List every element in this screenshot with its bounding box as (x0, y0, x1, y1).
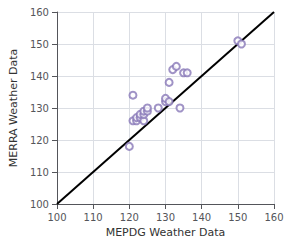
svg-text:120: 120 (30, 135, 49, 146)
svg-text:110: 110 (30, 167, 49, 178)
svg-text:160: 160 (264, 212, 283, 223)
svg-text:140: 140 (192, 212, 211, 223)
svg-text:100: 100 (47, 212, 66, 223)
svg-text:120: 120 (120, 212, 139, 223)
svg-text:150: 150 (228, 212, 247, 223)
svg-text:140: 140 (30, 71, 49, 82)
svg-text:160: 160 (30, 7, 49, 18)
svg-text:110: 110 (84, 212, 103, 223)
svg-text:130: 130 (30, 103, 49, 114)
svg-text:MERRA Weather Data: MERRA Weather Data (7, 49, 20, 167)
svg-text:100: 100 (30, 199, 49, 210)
svg-text:MEPDG Weather Data: MEPDG Weather Data (106, 226, 226, 239)
svg-text:130: 130 (156, 212, 175, 223)
svg-text:150: 150 (30, 39, 49, 50)
